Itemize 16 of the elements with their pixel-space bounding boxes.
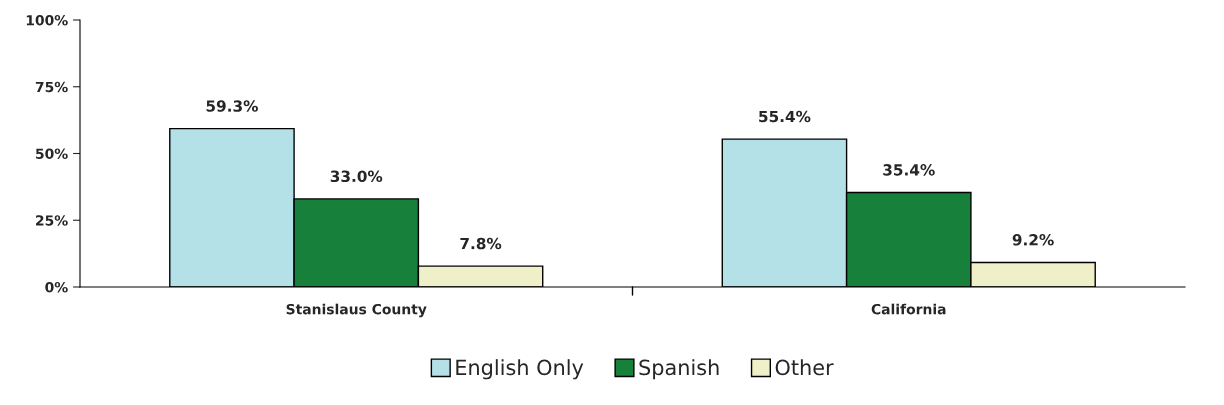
y-tick-label: 25% xyxy=(36,215,68,226)
y-tick-label: 0% xyxy=(45,281,68,293)
legend-label: Spanish xyxy=(639,359,719,380)
legend-label: English Only xyxy=(456,359,584,380)
data-label: 35.4% xyxy=(883,164,935,176)
data-label: 9.2% xyxy=(1012,234,1054,246)
data-label: 59.3% xyxy=(206,100,258,112)
x-tick-label: California xyxy=(871,303,946,315)
x-tick-label: Stanislaus County xyxy=(286,303,427,318)
data-label: 33.0% xyxy=(330,170,383,183)
data-label: 7.8% xyxy=(460,237,502,250)
data-label: 55.4% xyxy=(759,110,811,123)
legend-label: Other xyxy=(775,359,834,376)
y-tick-label: 100% xyxy=(26,14,68,26)
y-tick-label: 50% xyxy=(36,148,68,159)
y-tick-label: 75% xyxy=(35,81,68,93)
